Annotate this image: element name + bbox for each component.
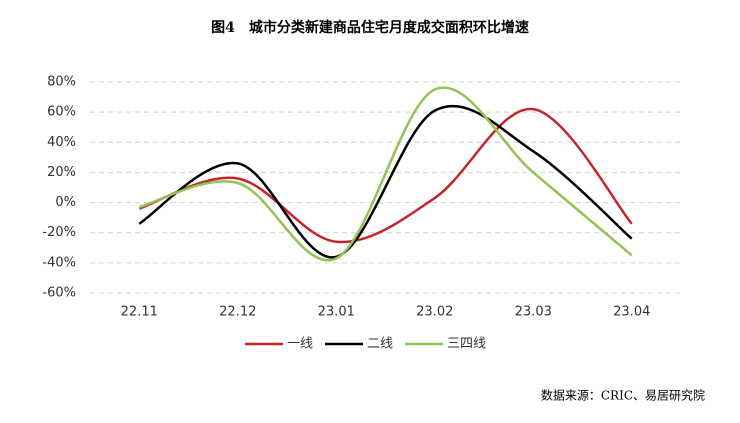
x-tick-label: 23.03 — [515, 305, 552, 320]
y-tick-label: 60% — [47, 105, 76, 120]
chart-title: 图4 城市分类新建商品住宅月度成交面积环比增速 — [211, 19, 529, 36]
legend-label: 一线 — [287, 337, 313, 352]
y-tick-label: -20% — [42, 225, 76, 240]
y-tick-label: 80% — [47, 75, 76, 90]
x-tick-label: 23.04 — [613, 305, 650, 320]
y-tick-label: 40% — [47, 135, 76, 150]
x-tick-label: 22.11 — [121, 305, 158, 320]
source-note: 数据来源：CRIC、易居研究院 — [541, 388, 705, 403]
x-tick-label: 22.12 — [219, 305, 256, 320]
y-tick-label: -60% — [42, 286, 76, 301]
x-tick-label: 23.01 — [318, 305, 355, 320]
x-tick-label: 23.02 — [416, 305, 453, 320]
series-line — [138, 86, 633, 262]
y-tick-label: 0% — [55, 195, 76, 210]
series-line — [138, 104, 633, 259]
legend-label: 二线 — [367, 337, 393, 352]
legend-label: 三四线 — [447, 337, 486, 352]
y-tick-label: 20% — [47, 165, 76, 180]
y-tick-label: -40% — [42, 255, 76, 270]
series-line — [138, 107, 633, 244]
